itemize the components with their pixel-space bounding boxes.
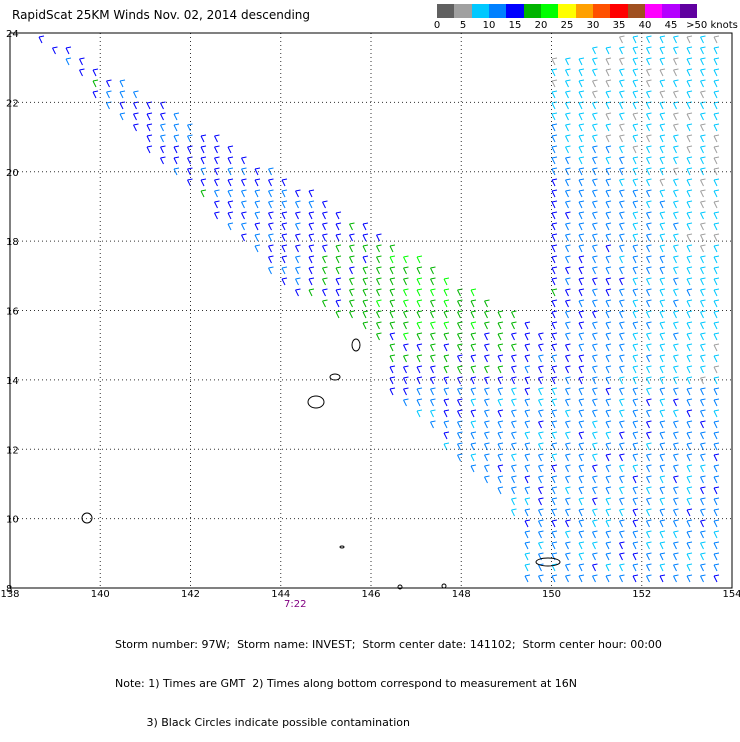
lat-lon-grid	[9, 32, 733, 589]
lon-tick-label: 152	[632, 589, 651, 600]
lat-tick-label: 18	[6, 237, 19, 248]
scale-label-1: 5	[459, 20, 467, 31]
footer-notes: Storm number: 97W; Storm name: INVEST; S…	[115, 612, 662, 742]
scale-swatch-1	[454, 4, 472, 18]
wind-barbs	[38, 35, 720, 583]
notes-line-contamination: 3) Black Circles indicate possible conta…	[115, 716, 410, 729]
island	[351, 338, 361, 352]
scale-swatch-8	[575, 4, 593, 18]
island	[441, 583, 447, 589]
scale-swatch-7	[558, 4, 576, 18]
lat-tick-label: 8	[6, 584, 12, 595]
scale-label-6: 30	[586, 20, 600, 31]
scale-swatch-5	[523, 4, 541, 18]
scale-swatch-0	[437, 4, 455, 18]
scale-swatch-13	[662, 4, 680, 18]
lat-tick-label: 12	[6, 445, 19, 456]
lat-tick-label: 14	[6, 376, 19, 387]
island	[307, 395, 325, 409]
island	[535, 557, 561, 567]
lon-tick-label: 140	[91, 589, 110, 600]
lon-tick-label: 150	[542, 589, 561, 600]
storm-info-line: Storm number: 97W; Storm name: INVEST; S…	[115, 638, 662, 651]
scale-swatch-11	[627, 4, 645, 18]
island	[397, 584, 403, 590]
scale-swatch-12	[644, 4, 663, 18]
scale-label-5: 25	[560, 20, 574, 31]
scale-label-10: >50 knots	[686, 20, 738, 31]
scale-swatch-3	[488, 4, 507, 18]
lon-tick-label: 144	[271, 589, 290, 600]
scale-label-8: 40	[638, 20, 652, 31]
wind-speed-scale-labels: 0 5 10 15 20 25 30 35 40 45 >50 knots	[433, 20, 738, 32]
lat-tick-label: 10	[6, 515, 19, 526]
island	[339, 545, 345, 549]
scale-swatch-4	[506, 4, 524, 18]
scale-swatch-10	[610, 4, 628, 18]
islands	[81, 338, 561, 590]
scale-swatch-2	[471, 4, 489, 18]
scale-label-7: 35	[612, 20, 626, 31]
lon-tick-label: 146	[361, 589, 380, 600]
lon-tick-label: 148	[452, 589, 471, 600]
scale-label-0: 0	[433, 20, 441, 31]
lat-tick-label: 24	[6, 29, 19, 40]
lon-tick-label: 138	[0, 589, 19, 600]
scale-swatch-6	[540, 4, 559, 18]
measurement-time-label: 7:22	[284, 599, 307, 610]
island	[329, 373, 341, 381]
island	[81, 512, 93, 524]
scale-label-2: 10	[482, 20, 496, 31]
scale-swatch-14	[679, 4, 697, 18]
lat-tick-label: 22	[6, 98, 19, 109]
notes-line: Note: 1) Times are GMT 2) Times along bo…	[115, 677, 577, 690]
scale-label-3: 15	[508, 20, 522, 31]
plot-title: RapidScat 25KM Winds Nov. 02, 2014 desce…	[12, 8, 310, 22]
lon-tick-label: 154	[722, 589, 740, 600]
lon-tick-label: 142	[181, 589, 200, 600]
scale-label-9: 45	[664, 20, 678, 31]
wind-speed-color-scale	[437, 4, 697, 18]
lat-tick-label: 20	[6, 168, 19, 179]
map-frame	[9, 32, 733, 589]
scale-swatch-9	[592, 4, 611, 18]
lat-tick-label: 16	[6, 307, 19, 318]
scale-label-4: 20	[534, 20, 548, 31]
